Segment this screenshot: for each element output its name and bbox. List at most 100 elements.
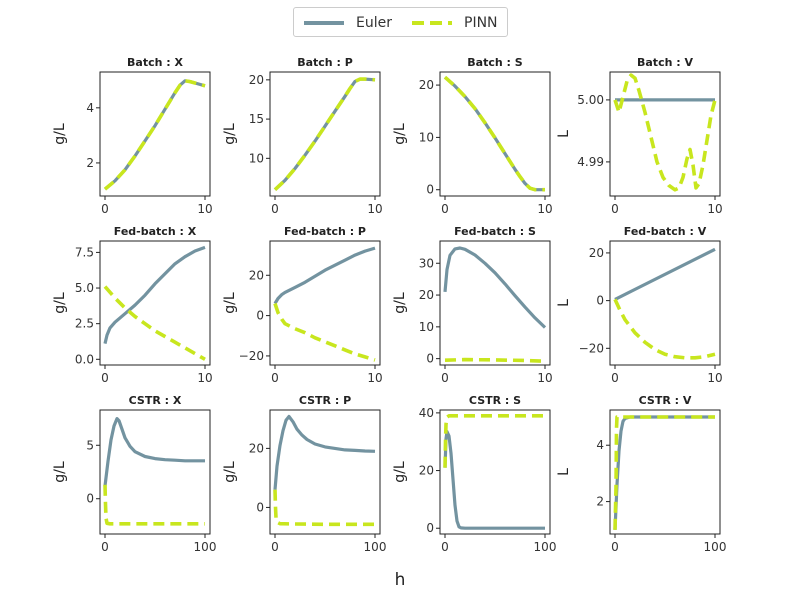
series-line-euler — [443, 246, 547, 329]
y-axis-label: L — [556, 299, 572, 307]
x-tick-label: 0 — [611, 371, 619, 385]
subplot-title: Batch : X — [127, 56, 183, 69]
y-tick-label: 0 — [426, 183, 434, 197]
y-axis-label: L — [556, 468, 572, 476]
x-tick-label: 100 — [704, 540, 727, 554]
y-tick-label: 2.5 — [75, 317, 94, 331]
subplot-title: Fed-batch : V — [624, 225, 707, 238]
series-line-euler — [103, 245, 206, 344]
y-tick-label: −20 — [239, 349, 264, 363]
x-tick-label: 10 — [537, 202, 552, 216]
series-line-pinn — [103, 79, 206, 191]
y-axis-label: g/L — [52, 123, 68, 145]
x-tick-label: 100 — [534, 540, 557, 554]
legend-label-pinn: PINN — [464, 15, 498, 31]
subplot-title: CSTR : P — [299, 394, 351, 407]
y-tick-label: 20 — [249, 73, 264, 87]
y-tick-label: 10 — [419, 130, 434, 144]
plot-frame — [99, 240, 211, 366]
y-tick-label: 0 — [426, 352, 434, 366]
subplot-title: CSTR : X — [129, 394, 182, 407]
series-line-pinn — [613, 73, 717, 192]
y-axis-label: g/L — [392, 292, 408, 314]
subplot-6: 0 10 0 10 20 30 Fed-batch : S g/L — [392, 225, 553, 385]
y-tick-label: 20 — [419, 78, 434, 92]
y-tick-label: 0 — [86, 492, 94, 506]
figure-xlabel: h — [394, 570, 406, 590]
series-line-pinn — [273, 489, 375, 527]
plot-frame — [99, 71, 211, 197]
x-tick-label: 10 — [707, 202, 722, 216]
series-line-pinn — [444, 357, 546, 363]
x-tick-label: 10 — [197, 202, 212, 216]
series-line-euler — [103, 417, 205, 487]
x-tick-label: 100 — [364, 540, 387, 554]
subplot-title: Batch : S — [467, 56, 522, 69]
subplot-title: Batch : P — [297, 56, 353, 69]
x-tick-label: 0 — [101, 371, 109, 385]
y-axis-label: L — [556, 130, 572, 138]
x-tick-label: 10 — [367, 202, 382, 216]
x-tick-label: 0 — [441, 202, 449, 216]
subplot-title: CSTR : S — [469, 394, 521, 407]
subplot-title: Fed-batch : X — [114, 225, 197, 238]
series-line-euler — [273, 414, 376, 490]
series-line-pinn — [613, 415, 715, 530]
legend: Euler PINN — [293, 7, 508, 37]
y-tick-label: 10 — [249, 151, 264, 165]
subplot-8: 0 100 0 5 CSTR : X g/L — [52, 394, 216, 554]
y-tick-label: 4.99 — [577, 155, 604, 169]
y-tick-label: 0 — [256, 309, 264, 323]
y-tick-label: −20 — [579, 341, 604, 355]
y-tick-label: 0 — [256, 500, 264, 514]
y-axis-label: g/L — [52, 292, 68, 314]
series-line-pinn — [273, 302, 376, 362]
subplot-2: 0 10 0 10 20 Batch : S g/L — [392, 56, 553, 216]
x-tick-label: 0 — [101, 540, 109, 554]
subplot-title: CSTR : V — [639, 394, 692, 407]
subplot-7: 0 10 −20 0 20 Fed-batch : V L — [556, 225, 723, 385]
series-line-pinn — [273, 77, 376, 192]
legend-swatch-pinn — [412, 21, 452, 25]
x-tick-label: 10 — [197, 371, 212, 385]
series-line-pinn — [613, 298, 716, 360]
series-line-pinn — [103, 285, 206, 361]
subplot-title: Batch : V — [637, 56, 693, 69]
series-line-pinn — [443, 413, 545, 468]
series-line-pinn — [103, 484, 205, 526]
plot-frame — [609, 409, 721, 535]
y-axis-label: g/L — [222, 292, 238, 314]
plot-frame — [269, 240, 381, 366]
x-tick-label: 0 — [271, 540, 279, 554]
series-line-euler — [443, 430, 545, 530]
y-tick-label: 20 — [419, 464, 434, 478]
subplot-9: 0 100 0 20 CSTR : P g/L — [222, 394, 386, 554]
x-tick-label: 0 — [611, 202, 619, 216]
y-tick-label: 0 — [426, 521, 434, 535]
subplot-title: Fed-batch : S — [454, 225, 536, 238]
plot-frame — [439, 240, 551, 366]
subplot-3: 0 10 4.99 5.00 Batch : V L — [556, 56, 723, 216]
y-tick-label: 20 — [589, 246, 604, 260]
y-axis-label: g/L — [222, 123, 238, 145]
series-line-euler — [273, 246, 376, 305]
series-line-euler — [614, 247, 716, 301]
subplot-10: 0 100 0 20 40 CSTR : S g/L — [392, 394, 556, 554]
x-tick-label: 100 — [194, 540, 217, 554]
legend-label-euler: Euler — [356, 15, 392, 31]
subplot-title: Fed-batch : P — [284, 225, 366, 238]
y-tick-label: 5.0 — [75, 281, 94, 295]
y-tick-label: 0 — [596, 294, 604, 308]
plot-frame — [609, 71, 721, 197]
plot-frame — [99, 409, 211, 535]
y-axis-label: g/L — [392, 123, 408, 145]
subplot-1: 0 10 10 15 20 Batch : P g/L — [222, 56, 383, 216]
y-tick-label: 15 — [249, 112, 264, 126]
plot-frame — [439, 409, 551, 535]
plot-frame — [269, 71, 381, 197]
y-tick-label: 30 — [419, 256, 434, 270]
y-tick-label: 2 — [86, 156, 94, 170]
y-tick-label: 5.00 — [577, 93, 604, 107]
y-tick-label: 20 — [249, 441, 264, 455]
y-tick-label: 5 — [86, 438, 94, 452]
